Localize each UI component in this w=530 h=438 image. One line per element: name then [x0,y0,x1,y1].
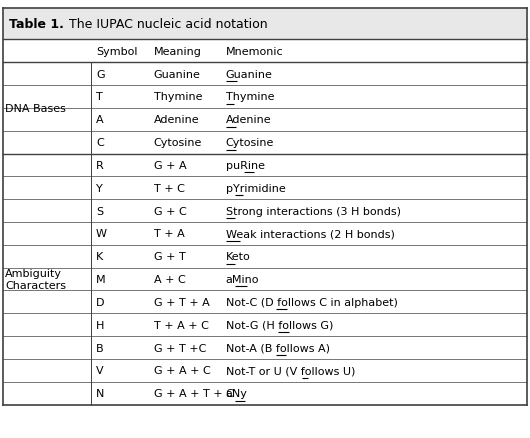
Text: Cytosine: Cytosine [154,138,202,148]
Text: H: H [96,320,104,330]
Text: puRine: puRine [226,161,264,170]
Text: A + C: A + C [154,275,186,284]
Text: pYrimidine: pYrimidine [226,184,286,193]
Text: aMino: aMino [226,275,259,284]
Text: S: S [96,206,103,216]
Bar [3,9,527,40]
Text: Cytosine: Cytosine [226,138,274,148]
Text: G + T: G + T [154,252,186,261]
Text: Not-T or U (V follows U): Not-T or U (V follows U) [226,366,355,375]
Text: K: K [96,252,103,261]
Text: C: C [96,138,104,148]
Text: Table 1.: Table 1. [9,18,64,31]
Text: Not-C (D follows C in alphabet): Not-C (D follows C in alphabet) [226,297,398,307]
Text: T + A: T + A [154,229,184,239]
Text: N: N [96,389,104,398]
Text: G: G [96,70,105,79]
Text: G + T +C: G + T +C [154,343,206,353]
Text: T + C: T + C [154,184,184,193]
Text: Not-G (H follows G): Not-G (H follows G) [226,320,333,330]
Text: DNA Bases: DNA Bases [5,104,66,113]
Text: G + A: G + A [154,161,187,170]
Text: B: B [96,343,104,353]
Text: Not-A (B follows A): Not-A (B follows A) [226,343,330,353]
Text: Mnemonic: Mnemonic [226,47,284,57]
Text: Guanine: Guanine [154,70,201,79]
Text: Adenine: Adenine [154,115,199,125]
Text: W: W [96,229,107,239]
Text: Symbol: Symbol [96,47,138,57]
Text: G + C: G + C [154,206,187,216]
Text: M: M [96,275,105,284]
Text: Y: Y [96,184,103,193]
Text: D: D [96,297,104,307]
Text: V: V [96,366,104,375]
Text: Ambiguity
Characters: Ambiguity Characters [5,268,66,291]
Text: Weak interactions (2 H bonds): Weak interactions (2 H bonds) [226,229,394,239]
Text: Keto: Keto [226,252,251,261]
Text: Strong interactions (3 H bonds): Strong interactions (3 H bonds) [226,206,401,216]
Text: Meaning: Meaning [154,47,202,57]
Text: T: T [96,92,103,102]
Text: G + T + A: G + T + A [154,297,209,307]
Text: A: A [96,115,104,125]
Text: Guanine: Guanine [226,70,272,79]
Text: aNy: aNy [226,389,248,398]
Text: Thymine: Thymine [154,92,202,102]
Text: R: R [96,161,104,170]
Text: The IUPAC nucleic acid notation: The IUPAC nucleic acid notation [65,18,268,31]
Text: T + A + C: T + A + C [154,320,209,330]
Text: G + A + C: G + A + C [154,366,210,375]
Text: Adenine: Adenine [226,115,271,125]
Text: Thymine: Thymine [226,92,274,102]
Text: G + A + T + C: G + A + T + C [154,389,234,398]
